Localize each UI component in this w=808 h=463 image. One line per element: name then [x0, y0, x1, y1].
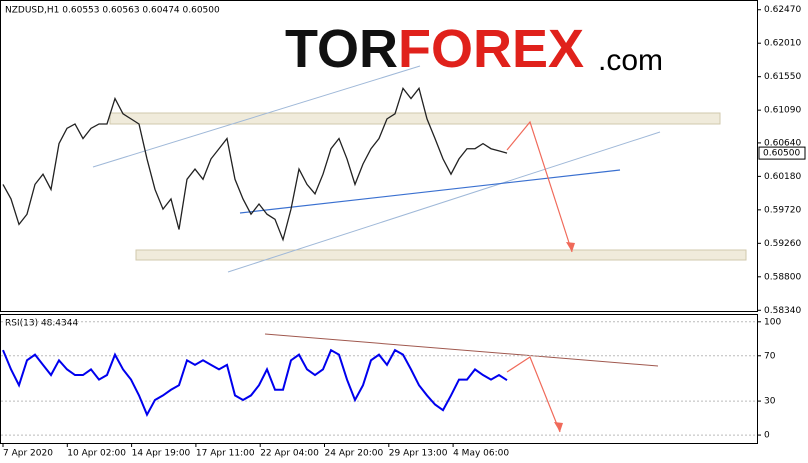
y-tick-label: 0.61090 — [764, 106, 801, 116]
rsi-trend-line — [264, 333, 659, 367]
rsi-panel — [0, 314, 758, 444]
y-tick-label: 0.59260 — [764, 239, 801, 249]
channel-line — [92, 65, 421, 168]
y-tick-label: 0.60640 — [764, 138, 801, 148]
x-tick-label: 14 Apr 19:00 — [132, 449, 191, 459]
y-tick-label: 0.61550 — [764, 72, 801, 82]
y-tick-label: 0.60180 — [764, 172, 801, 182]
series-line — [2, 348, 508, 417]
y-tick-label: 0.62470 — [764, 5, 801, 15]
y-tick-label: 30 — [764, 397, 776, 407]
x-tick-label: 17 Apr 11:00 — [196, 449, 255, 459]
main-panel — [0, 0, 758, 312]
x-tick-label: 24 Apr 20:00 — [325, 449, 384, 459]
support-zone — [135, 249, 747, 261]
y-tick-label: 0.62010 — [764, 39, 801, 49]
x-tick-label: 10 Apr 02:00 — [67, 449, 126, 459]
y-tick-label: 70 — [764, 351, 776, 361]
price-box — [758, 146, 806, 160]
x-tick-label: 22 Apr 04:00 — [260, 449, 319, 459]
rsi-forecast-arrow — [506, 356, 561, 433]
price-label: 0.60500 — [763, 149, 800, 159]
x-tick-label: 7 Apr 2020 — [3, 449, 53, 459]
y-tick-label: 100 — [764, 317, 781, 327]
logo: TORFOREX — [285, 19, 584, 79]
arrow-head — [554, 422, 563, 432]
logo-part: FOREX — [398, 19, 584, 79]
rsi-title: RSI(13) 48.4344 — [5, 319, 78, 329]
logo-part: TOR — [285, 19, 398, 79]
logo-suffix: .com — [598, 44, 663, 77]
forecast-arrow — [506, 120, 573, 253]
series-line — [2, 86, 508, 242]
trend-line — [239, 169, 621, 214]
y-tick-label: 0.58800 — [764, 272, 801, 282]
arrow-head — [566, 242, 575, 252]
channel-line — [227, 131, 661, 273]
y-tick-label: 0.58340 — [764, 306, 801, 316]
y-tick-label: 0.59720 — [764, 205, 801, 215]
x-tick-label: 29 Apr 13:00 — [389, 449, 448, 459]
x-tick-label: 4 May 06:00 — [453, 449, 509, 459]
y-tick-label: 0 — [764, 431, 770, 441]
header: NZDUSD,H1 0.60553 0.60563 0.60474 0.6050… — [5, 6, 220, 16]
resistance-zone — [109, 112, 721, 125]
